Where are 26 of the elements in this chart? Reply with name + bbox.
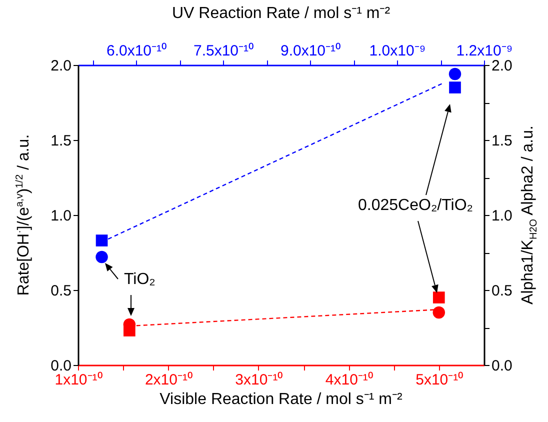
y2-tick-label: 2.0: [492, 58, 512, 74]
x-tick-label: 2x10⁻¹⁰: [144, 372, 192, 388]
point: [432, 292, 445, 304]
y-tick-label: 0.5: [50, 282, 72, 300]
y2-tick-label: 0.5: [492, 282, 512, 300]
x-tick-label: 3x10⁻¹⁰: [235, 372, 283, 388]
y2-tick-label: 0.0: [492, 358, 512, 374]
x-tick-label: 5x10⁻¹⁰: [416, 372, 464, 388]
annotation: 0.025CeO₂/TiO₂: [358, 197, 473, 214]
y2-tick-label: 1.5: [492, 132, 512, 150]
y2-tick-label: 1.0: [492, 208, 512, 224]
annotation: TiO₂: [124, 271, 156, 288]
x2-tick-label: 1.0x10⁻⁹: [369, 42, 426, 60]
x2-tick-label: 7.5x10⁻¹⁰: [193, 42, 254, 60]
x2-axis-title: UV Reaction Rate / mol s⁻¹ m⁻²: [172, 5, 390, 22]
point: [432, 306, 446, 319]
x2-tick-label: 9.0x10⁻¹⁰: [280, 42, 341, 60]
y-tick-label: 1.5: [50, 132, 72, 150]
x-tick-label: 1x10⁻¹⁰: [54, 372, 102, 388]
x2-tick-label: 1.2x10⁻⁹: [456, 42, 513, 60]
y-tick-label: 1.0: [50, 208, 72, 224]
y-tick-label: 2.0: [50, 58, 72, 74]
x-axis-title: Visible Reaction Rate / mol s⁻¹ m⁻²: [160, 391, 402, 408]
x-tick-label: 4x10⁻¹⁰: [325, 372, 373, 388]
x2-tick-label: 6.0x10⁻¹⁰: [106, 42, 167, 60]
y-tick-label: 0.0: [50, 358, 72, 374]
